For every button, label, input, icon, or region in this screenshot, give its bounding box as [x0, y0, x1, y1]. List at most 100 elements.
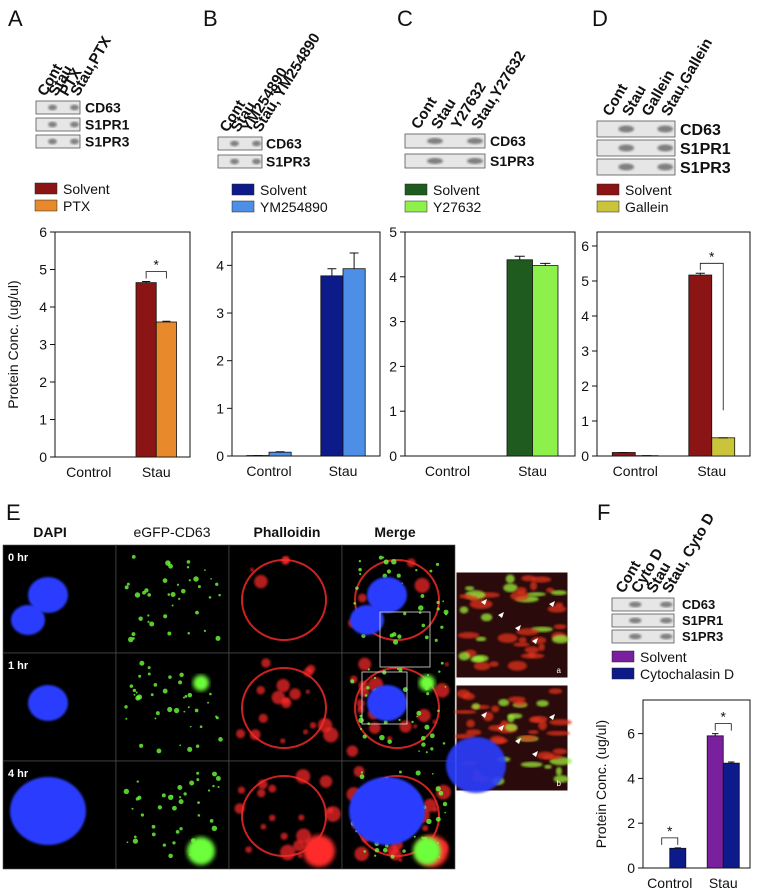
y-tick-label: 6 — [581, 238, 589, 254]
vesicle — [178, 597, 181, 601]
blot-band — [618, 144, 635, 152]
vesicle — [382, 847, 388, 853]
vesicle — [151, 832, 156, 837]
inset-fiber — [475, 636, 487, 642]
error-bar — [162, 320, 171, 322]
vesicle — [162, 843, 166, 847]
vesicle — [429, 569, 433, 573]
vesicle — [440, 661, 444, 665]
vesicle — [199, 725, 203, 729]
band-label: S1PR3 — [682, 629, 723, 644]
inset-fiber — [538, 643, 545, 652]
inset-fiber — [516, 628, 539, 636]
actin — [298, 814, 305, 821]
vesicle — [139, 660, 145, 666]
legend-label: YM254890 — [260, 199, 328, 215]
bar — [711, 437, 736, 457]
actin-blob — [303, 835, 335, 867]
blot-band — [657, 125, 674, 133]
inset-nucleus — [446, 737, 506, 793]
blot-band — [660, 617, 673, 624]
bar — [722, 762, 740, 869]
legend-label: Solvent — [640, 649, 687, 665]
inset-label: b — [557, 779, 562, 788]
y-tick-label: 0 — [389, 448, 397, 464]
y-tick-label: 5 — [581, 273, 589, 289]
inset-fiber — [480, 613, 493, 622]
vesicle — [358, 717, 364, 724]
lane-label: Stau,PTX — [67, 33, 115, 99]
vesicle — [209, 819, 214, 823]
vesicle — [197, 585, 201, 589]
vesicle — [140, 813, 144, 817]
bar — [706, 735, 724, 869]
vesicle — [183, 710, 186, 713]
y-tick-label: 5 — [39, 262, 47, 278]
y-tick-label: 1 — [581, 413, 589, 429]
y-tick-label: 6 — [627, 726, 635, 742]
actin — [353, 765, 365, 777]
inset-fiber — [548, 688, 563, 695]
inset-fiber — [463, 594, 473, 600]
vesicle — [431, 772, 434, 775]
plot-frame — [404, 231, 576, 457]
nucleus — [367, 577, 407, 613]
inset-fiber — [518, 637, 527, 644]
band-label: S1PR3 — [680, 160, 731, 177]
actin — [444, 662, 450, 667]
actin — [245, 846, 252, 853]
vesicle — [136, 694, 143, 700]
actin — [249, 567, 254, 572]
inset-fiber — [519, 735, 537, 742]
inset-fiber — [552, 748, 568, 755]
blot-band — [70, 138, 79, 145]
nucleus — [10, 777, 86, 845]
band-label: S1PR3 — [490, 153, 535, 169]
column-header: Phalloidin — [254, 524, 321, 540]
vesicle — [207, 789, 211, 792]
column-header: Merge — [374, 524, 415, 540]
arrowhead — [515, 738, 521, 744]
vesicle — [156, 748, 162, 754]
actin — [261, 658, 271, 668]
vesicle — [444, 811, 447, 814]
actin — [358, 657, 372, 671]
actin — [257, 788, 266, 798]
vesicle — [149, 621, 155, 627]
y-tick-label: 4 — [216, 257, 224, 273]
actin — [271, 690, 286, 705]
blot-band — [48, 121, 57, 128]
vesicle — [139, 743, 144, 748]
blot-band — [629, 601, 642, 608]
vesicle — [203, 629, 207, 632]
vesicle — [136, 780, 139, 783]
vesicle — [179, 827, 183, 831]
vesicle — [177, 785, 183, 790]
inset-fiber — [497, 633, 518, 643]
vesicle — [396, 573, 401, 578]
x-tick-label: Control — [425, 463, 470, 479]
inset-fiber — [524, 646, 540, 654]
vesicle — [204, 569, 206, 572]
bar — [268, 451, 292, 457]
vesicle — [172, 841, 176, 845]
vesicle — [168, 853, 173, 859]
arrowhead — [549, 714, 555, 720]
actin — [254, 574, 268, 589]
significance-label: * — [667, 823, 673, 839]
y-tick-label: 5 — [389, 224, 397, 240]
actin — [356, 698, 365, 708]
actin — [325, 806, 341, 822]
vesicle — [167, 706, 173, 713]
y-tick-label: 0 — [39, 449, 47, 465]
vesicle — [402, 687, 408, 693]
panel-letter: B — [203, 6, 218, 31]
panel-letter: A — [8, 6, 23, 31]
vesicle — [411, 720, 414, 724]
inset-fiber — [553, 624, 567, 630]
vesicle — [126, 582, 130, 586]
vesicle — [374, 854, 377, 857]
legend-label: Solvent — [260, 182, 307, 198]
actin — [319, 775, 333, 788]
